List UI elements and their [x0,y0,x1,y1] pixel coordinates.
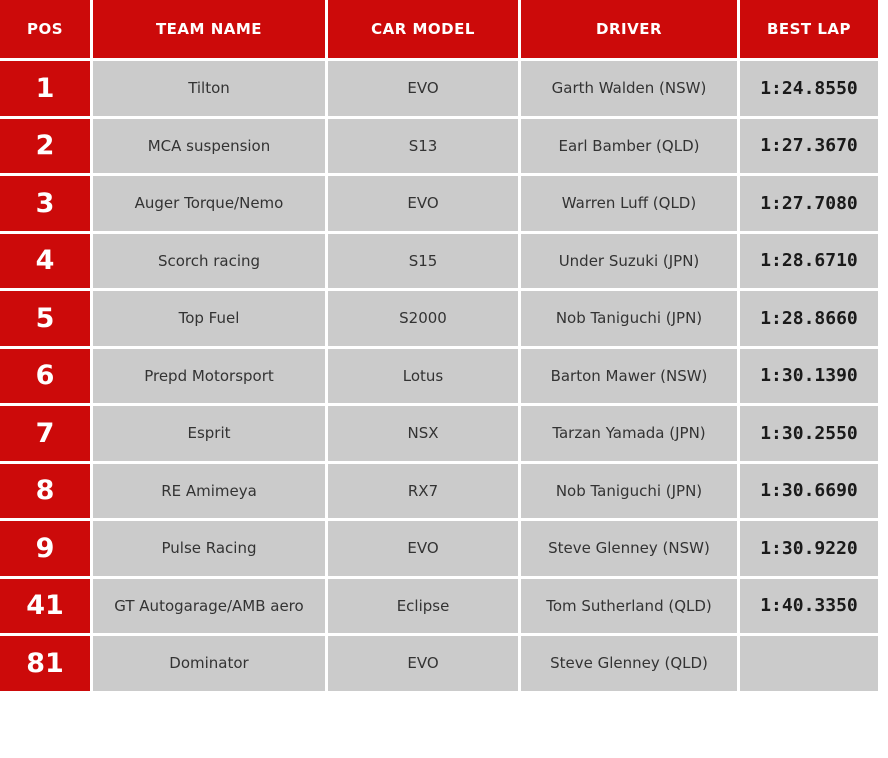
driver-cell: Earl Bamber (QLD) [521,118,737,173]
car-cell: NSX [328,406,518,461]
position-cell: 5 [0,291,90,346]
driver-cell: Steve Glenney (NSW) [521,521,737,576]
team-cell: MCA suspension [93,118,325,173]
team-cell: Pulse Racing [93,521,325,576]
driver-cell: Nob Taniguchi (JPN) [521,291,737,346]
driver-cell: Garth Walden (NSW) [521,61,737,116]
position-cell: 41 [0,578,90,633]
driver-cell: Nob Taniguchi (JPN) [521,463,737,518]
team-cell: Scorch racing [93,233,325,288]
best-lap-cell: 1:30.1390 [740,348,878,403]
car-cell: S13 [328,118,518,173]
car-cell: S2000 [328,291,518,346]
position-cell: 3 [0,176,90,231]
car-cell: Eclipse [328,578,518,633]
driver-cell: Tarzan Yamada (JPN) [521,406,737,461]
car-cell: EVO [328,176,518,231]
team-cell: Tilton [93,61,325,116]
car-cell: Lotus [328,348,518,403]
position-cell: 81 [0,636,90,691]
position-cell: 6 [0,348,90,403]
best-lap-cell: 1:28.8660 [740,291,878,346]
column-header-car: CAR MODEL [328,0,518,58]
best-lap-cell: 1:30.9220 [740,521,878,576]
best-lap-cell: 1:40.3350 [740,578,878,633]
team-cell: Prepd Motorsport [93,348,325,403]
column-header-driver: DRIVER [521,0,737,58]
driver-cell: Steve Glenney (QLD) [521,636,737,691]
best-lap-cell: 1:30.6690 [740,463,878,518]
car-cell: S15 [328,233,518,288]
column-header-best-lap: BEST LAP [740,0,878,58]
driver-cell: Under Suzuki (JPN) [521,233,737,288]
position-cell: 1 [0,61,90,116]
team-cell: RE Amimeya [93,463,325,518]
best-lap-cell: 1:27.7080 [740,176,878,231]
team-cell: Esprit [93,406,325,461]
column-header-team: TEAM NAME [93,0,325,58]
results-table: POS TEAM NAME CAR MODEL DRIVER BEST LAP … [0,0,878,691]
driver-cell: Tom Sutherland (QLD) [521,578,737,633]
driver-cell: Warren Luff (QLD) [521,176,737,231]
car-cell: EVO [328,61,518,116]
position-cell: 2 [0,118,90,173]
team-cell: Top Fuel [93,291,325,346]
best-lap-cell: 1:30.2550 [740,406,878,461]
column-header-pos: POS [0,0,90,58]
team-cell: Dominator [93,636,325,691]
position-cell: 4 [0,233,90,288]
best-lap-cell [740,636,878,691]
position-cell: 9 [0,521,90,576]
position-cell: 8 [0,463,90,518]
team-cell: Auger Torque/Nemo [93,176,325,231]
car-cell: EVO [328,636,518,691]
position-cell: 7 [0,406,90,461]
team-cell: GT Autogarage/AMB aero [93,578,325,633]
driver-cell: Barton Mawer (NSW) [521,348,737,403]
car-cell: RX7 [328,463,518,518]
best-lap-cell: 1:28.6710 [740,233,878,288]
best-lap-cell: 1:24.8550 [740,61,878,116]
best-lap-cell: 1:27.3670 [740,118,878,173]
car-cell: EVO [328,521,518,576]
